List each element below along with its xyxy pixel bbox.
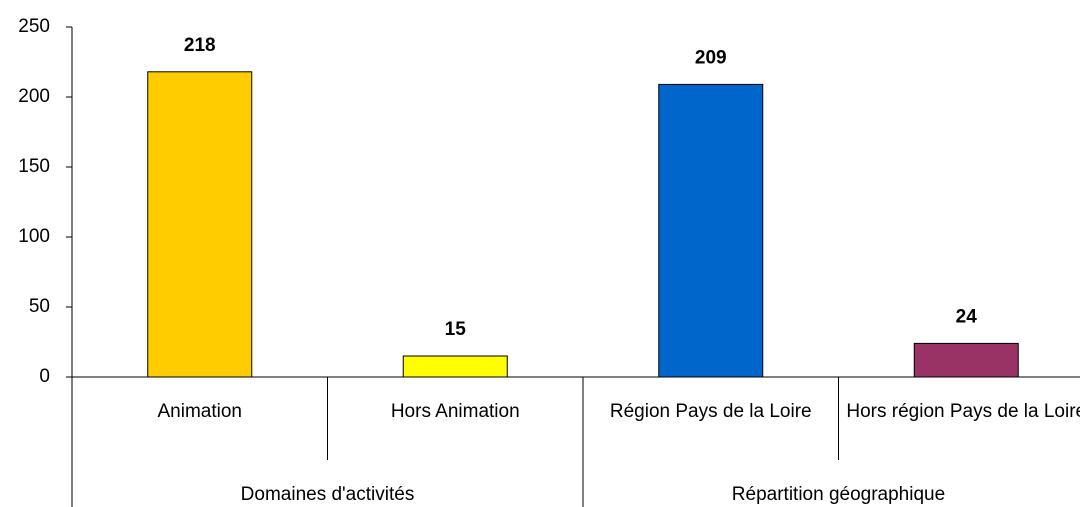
value-label: 24 bbox=[956, 306, 978, 327]
x-tick-label: Hors région Pays de la Loire bbox=[846, 401, 1080, 422]
value-label: 218 bbox=[184, 35, 216, 56]
group-label: Domaines d'activités bbox=[240, 484, 415, 505]
y-tick-label: 150 bbox=[18, 156, 50, 177]
y-tick-label: 50 bbox=[29, 296, 50, 317]
bar bbox=[402, 355, 508, 378]
value-label: 209 bbox=[695, 47, 727, 68]
bar bbox=[658, 83, 764, 378]
value-label: 15 bbox=[445, 319, 467, 340]
bar bbox=[913, 342, 1019, 378]
x-tick-label: Région Pays de la Loire bbox=[609, 401, 812, 422]
y-tick-label: 100 bbox=[18, 226, 50, 247]
x-tick-label: Hors Animation bbox=[390, 401, 520, 422]
x-tick-label: Animation bbox=[157, 401, 243, 422]
y-tick-label: 250 bbox=[18, 16, 50, 37]
bar bbox=[147, 71, 253, 378]
y-tick-label: 200 bbox=[18, 86, 50, 107]
y-tick-label: 0 bbox=[39, 366, 50, 387]
group-label: Répartition géographique bbox=[731, 484, 946, 505]
